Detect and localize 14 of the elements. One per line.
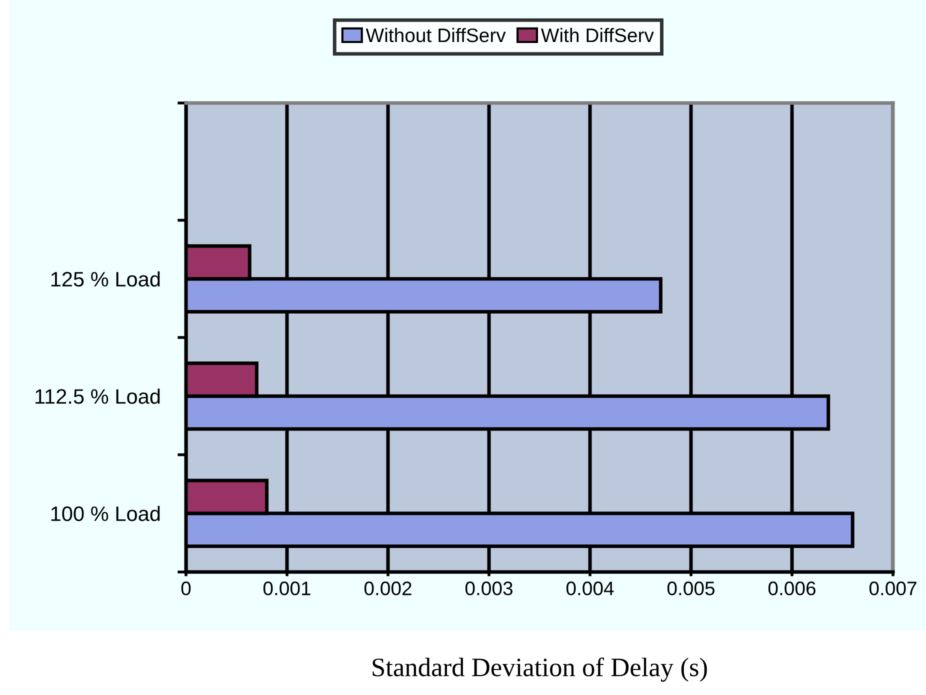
x-tick-label: 0.006: [768, 582, 816, 596]
y-tick-label: 125 % Load: [51, 271, 160, 287]
x-tick-label: 0: [181, 582, 191, 596]
legend-label: With DiffServ: [540, 28, 654, 42]
legend-label: Without DiffServ: [366, 28, 506, 42]
y-tick-label: 112.5 % Load: [36, 388, 160, 404]
x-tick-label: 0.007: [869, 582, 916, 596]
x-tick-label: 0.002: [364, 582, 412, 596]
y-tick-label: 100 % Load: [51, 506, 160, 522]
x-tick-label: 0.005: [667, 582, 715, 596]
x-tick-label: 0.003: [465, 582, 512, 596]
x-tick-label: 0.001: [263, 582, 310, 596]
x-axis-title: Standard Deviation of Delay (s): [372, 657, 707, 682]
x-tick-label: 0.004: [566, 582, 614, 596]
